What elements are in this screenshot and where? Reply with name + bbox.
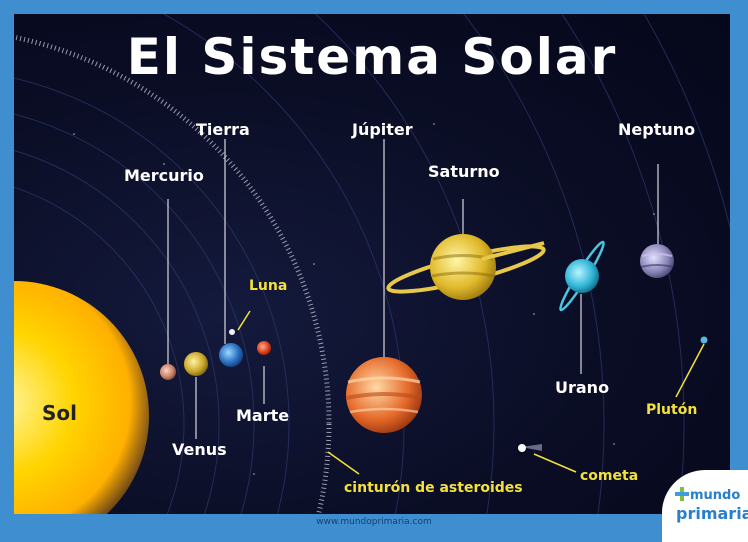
label-neptune: Neptuno [618, 120, 696, 139]
label-saturn: Saturno [428, 162, 500, 181]
label-moon: Luna [249, 278, 288, 294]
moon [229, 329, 235, 335]
saturn [386, 234, 546, 300]
label-venus: Venus [172, 440, 227, 459]
mercury [160, 364, 176, 380]
jupiter [346, 357, 422, 433]
uranus [559, 240, 605, 312]
label-mars: Marte [236, 406, 290, 425]
solar-system-illustration [14, 14, 730, 514]
label-pluto: Plutón [646, 402, 698, 418]
label-jupiter: Júpiter [352, 120, 413, 139]
stars [73, 123, 655, 475]
space-background: El Sistema Solar Sol Mercurio Venus Tier… [14, 14, 730, 514]
pointer-lines [167, 139, 659, 439]
logo-plus-icon [675, 487, 689, 501]
logo-badge[interactable] [662, 470, 748, 542]
comet [518, 444, 542, 452]
asteroid-belt [14, 34, 332, 514]
label-uranus: Urano [555, 378, 610, 397]
label-comet: cometa [580, 468, 639, 484]
earth [219, 343, 243, 367]
logo-text-primaria: primaria [676, 504, 748, 523]
label-asteroid-belt: cinturón de asteroides [344, 480, 523, 496]
sun [14, 281, 149, 514]
pluto [700, 336, 708, 344]
neptune [640, 244, 674, 278]
logo-text-mundo: mundo [690, 488, 741, 503]
footer-url[interactable]: www.mundoprimaria.com [316, 517, 432, 527]
yellow-pointer-lines [237, 310, 705, 475]
label-mercury: Mercurio [124, 166, 204, 185]
mars [257, 341, 271, 355]
venus [184, 352, 208, 376]
label-earth: Tierra [196, 120, 250, 139]
page-title: El Sistema Solar [126, 28, 618, 86]
label-sun: Sol [42, 401, 77, 425]
